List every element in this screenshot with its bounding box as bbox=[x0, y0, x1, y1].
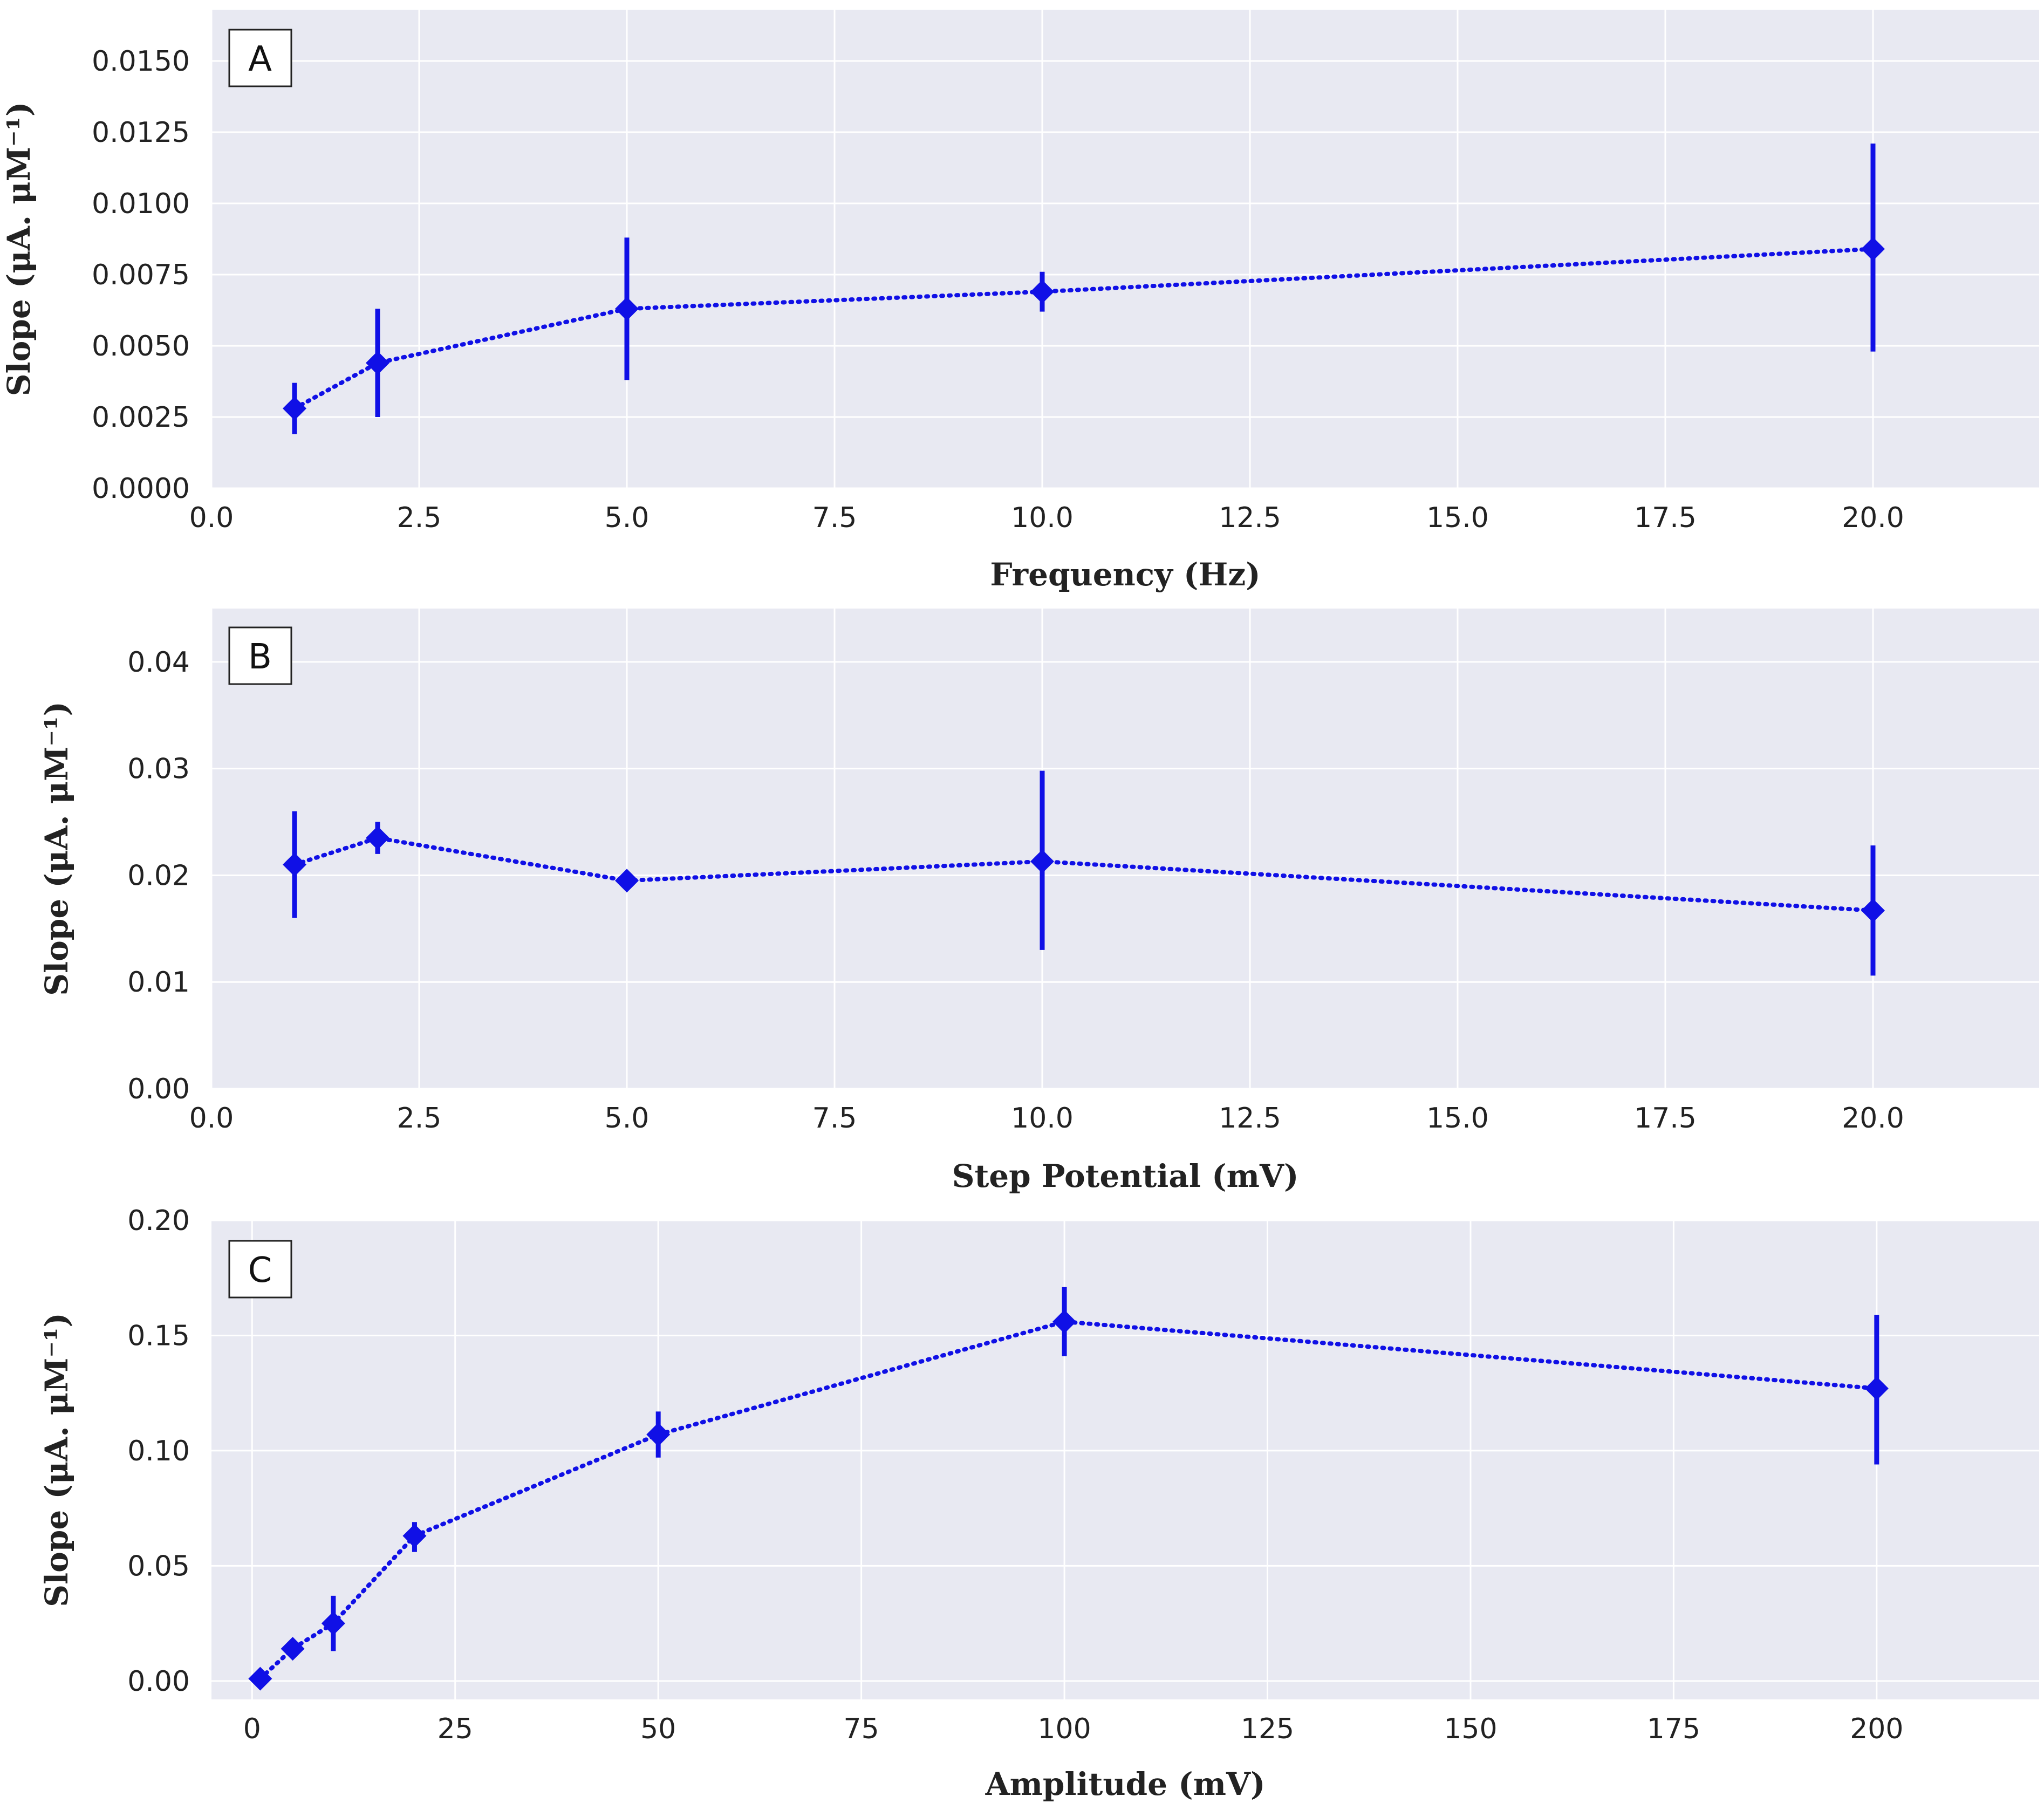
data-point bbox=[366, 351, 389, 375]
x-tick-label: 175 bbox=[1647, 1713, 1700, 1745]
y-tick-label: 0.15 bbox=[127, 1320, 190, 1352]
x-tick-label: 25 bbox=[437, 1713, 473, 1745]
y-tick-label: 0.10 bbox=[127, 1435, 190, 1467]
x-tick-label: 0 bbox=[243, 1713, 261, 1745]
x-tick-label: 17.5 bbox=[1634, 502, 1697, 534]
x-tick-label: 17.5 bbox=[1634, 1102, 1697, 1135]
y-tick-label: 0.0050 bbox=[92, 330, 190, 363]
x-tick-label: 15.0 bbox=[1426, 1102, 1489, 1135]
y-tick-label: 0.0000 bbox=[92, 473, 190, 505]
x-tick-label: 7.5 bbox=[812, 1102, 857, 1135]
x-tick-label: 7.5 bbox=[812, 502, 857, 534]
y-tick-label: 0.05 bbox=[127, 1550, 190, 1582]
x-tick-label: 15.0 bbox=[1426, 502, 1489, 534]
panel-b: 0.0 2.5 5.0 7.5 10.0 12.5 15.0 17.5 20.0 0.00 0.01… bbox=[38, 609, 2039, 1194]
x-tick-label: 5.0 bbox=[605, 1102, 650, 1135]
data-point bbox=[283, 852, 306, 877]
x-tick-label: 0.0 bbox=[189, 1102, 234, 1135]
y-tick-label: 0.01 bbox=[127, 966, 190, 999]
panel-label: B bbox=[248, 637, 272, 677]
x-axis-label: Amplitude (mV) bbox=[985, 1766, 1266, 1802]
x-tick-label: 75 bbox=[844, 1713, 879, 1745]
data-point bbox=[1861, 898, 1885, 923]
y-tick-label: 0.00 bbox=[127, 1665, 190, 1698]
x-tick-label: 200 bbox=[1850, 1713, 1903, 1745]
data-point bbox=[1861, 237, 1885, 261]
data-point bbox=[248, 1666, 272, 1691]
data-point bbox=[321, 1611, 345, 1636]
y-axis-label: Slope (μA. μM⁻¹) bbox=[38, 1313, 75, 1607]
y-tick-label: 0.0150 bbox=[92, 45, 190, 78]
data-point bbox=[615, 869, 639, 893]
panel-label-box bbox=[228, 29, 292, 87]
y-tick-label: 0.03 bbox=[127, 753, 190, 786]
panel-label: A bbox=[248, 39, 272, 79]
x-tick-label: 2.5 bbox=[397, 1102, 442, 1135]
data-point bbox=[1030, 849, 1054, 873]
y-tick-label: 0.0125 bbox=[92, 117, 190, 149]
y-tick-label: 0.00 bbox=[127, 1073, 190, 1105]
y-tick-label: 0.0025 bbox=[92, 401, 190, 434]
plot-area bbox=[211, 10, 2039, 488]
x-tick-label: 12.5 bbox=[1219, 502, 1281, 534]
plot-area bbox=[211, 1220, 2039, 1699]
data-point bbox=[1052, 1309, 1077, 1334]
y-axis-label: Slope (μA. μM⁻¹) bbox=[38, 701, 75, 996]
data-point bbox=[283, 397, 306, 421]
data-point bbox=[366, 826, 389, 850]
y-tick-label: 0.20 bbox=[127, 1205, 190, 1237]
x-tick-label: 10.0 bbox=[1011, 1102, 1074, 1135]
x-tick-label: 50 bbox=[640, 1713, 676, 1745]
x-tick-label: 20.0 bbox=[1842, 1102, 1904, 1135]
x-tick-label: 12.5 bbox=[1219, 1102, 1281, 1135]
x-tick-label: 150 bbox=[1444, 1713, 1497, 1745]
y-tick-label: 0.0075 bbox=[92, 259, 190, 291]
data-point bbox=[615, 297, 639, 321]
x-tick-label: 0.0 bbox=[189, 502, 234, 534]
x-tick-label: 125 bbox=[1241, 1713, 1294, 1745]
y-tick-label: 0.04 bbox=[127, 646, 190, 679]
panel-label-box bbox=[228, 626, 292, 685]
x-tick-label: 5.0 bbox=[605, 502, 650, 534]
y-tick-label: 0.0100 bbox=[92, 188, 190, 220]
data-point bbox=[1864, 1376, 1889, 1401]
x-axis-label: Step Potential (mV) bbox=[952, 1158, 1299, 1194]
y-tick-label: 0.02 bbox=[127, 859, 190, 892]
plot-area bbox=[211, 609, 2039, 1089]
panel-label-box bbox=[228, 1240, 292, 1299]
panel-c: 0 25 50 75 100 125 150 175 200 0.00 0.05 0.10 0.15 0.… bbox=[38, 1205, 2039, 1802]
x-tick-label: 100 bbox=[1037, 1713, 1091, 1745]
x-tick-label: 20.0 bbox=[1842, 502, 1904, 534]
data-point bbox=[281, 1637, 305, 1661]
x-axis-label: Frequency (Hz) bbox=[990, 556, 1260, 593]
x-tick-label: 2.5 bbox=[397, 502, 442, 534]
y-axis-label: Slope (μA. μM⁻¹) bbox=[1, 102, 37, 397]
data-point bbox=[646, 1423, 671, 1447]
x-tick-label: 10.0 bbox=[1011, 502, 1074, 534]
panel-label: C bbox=[248, 1251, 272, 1290]
data-point bbox=[1030, 279, 1054, 304]
panel-a: 0.0 2.5 5.0 7.5 10.0 12.5 15.0 17.5 20.0 0.0000 0.… bbox=[1, 10, 2039, 593]
data-point bbox=[402, 1524, 427, 1548]
